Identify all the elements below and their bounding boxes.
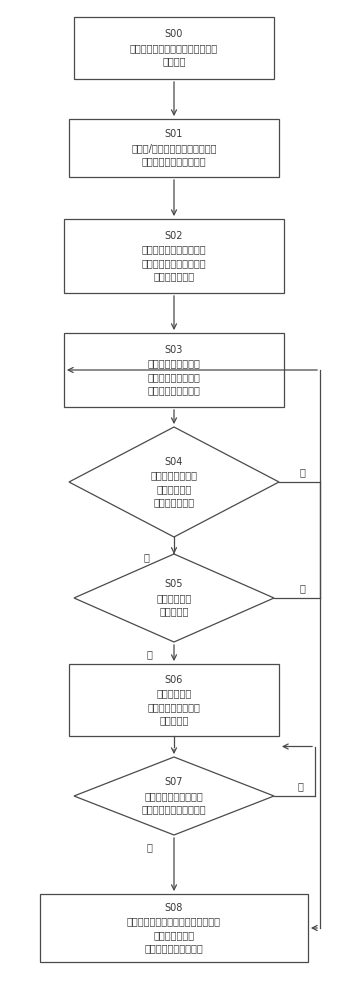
Text: S05
用户设置事件
是否发生？: S05 用户设置事件 是否发生？ (156, 579, 192, 617)
Text: 是: 是 (146, 842, 152, 852)
Text: S02
控制存储选择逻辑模块同
时接收所述低采样率数据
和高采样率数据: S02 控制存储选择逻辑模块同 时接收所述低采样率数据 和高采样率数据 (142, 231, 206, 281)
Bar (40, 894, 308, 962)
Polygon shape (74, 554, 274, 642)
Text: S00
设置采集系统工作于用户设置的高
采样率下: S00 设置采集系统工作于用户设置的高 采样率下 (130, 29, 218, 67)
Text: 否: 否 (299, 467, 305, 477)
Text: S01
对从模/数转换电路输出信号进行
抽取，得到低采样率数据: S01 对从模/数转换电路输出信号进行 抽取，得到低采样率数据 (131, 129, 217, 167)
Text: S08
命令存储控制逻辑停止将待存储数据
存储至存储器中
本次采集存储过程结束: S08 命令存储控制逻辑停止将待存储数据 存储至存储器中 本次采集存储过程结束 (127, 903, 221, 953)
Text: S03
控制存储控制逻辑模
块将接低采样率数据
存储至数据存储器中: S03 控制存储控制逻辑模 块将接低采样率数据 存储至数据存储器中 (148, 345, 200, 395)
Text: 否: 否 (299, 583, 305, 593)
Text: S07
监测高采样率存储长度
是否达到用户设置长度？: S07 监测高采样率存储长度 是否达到用户设置长度？ (142, 777, 206, 815)
Polygon shape (69, 427, 279, 537)
Polygon shape (74, 757, 274, 835)
Bar (69, 119, 279, 177)
Text: S06
存储选择逻辑
选择高采样率数据为
待存储数据: S06 存储选择逻辑 选择高采样率数据为 待存储数据 (148, 675, 200, 725)
Text: 是: 是 (143, 552, 149, 562)
Bar (74, 17, 274, 79)
Bar (64, 333, 284, 407)
Text: S04
检测已存储数据量
是否小于用户
设置的采样点？: S04 检测已存储数据量 是否小于用户 设置的采样点？ (150, 457, 198, 507)
Bar (64, 219, 284, 293)
Text: 否: 否 (297, 781, 303, 791)
Text: 是: 是 (146, 649, 152, 659)
Bar (69, 664, 279, 736)
